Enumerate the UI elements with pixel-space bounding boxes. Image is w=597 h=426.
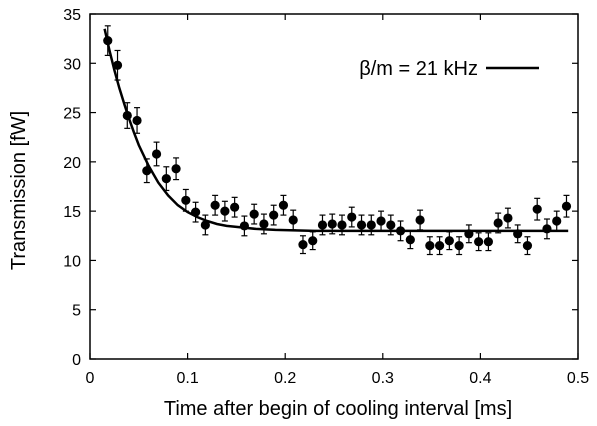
data-point — [415, 215, 425, 225]
data-point — [493, 218, 503, 228]
y-tick-label: 0 — [72, 352, 81, 369]
data-point — [210, 200, 220, 210]
data-point — [239, 221, 250, 231]
x-tick-label: 0 — [86, 370, 95, 387]
data-point — [356, 220, 367, 230]
legend: β/m = 21 kHz — [359, 58, 539, 80]
data-point — [288, 215, 298, 225]
x-tick-label: 0.1 — [176, 370, 198, 387]
data-point — [425, 241, 435, 251]
data-point — [405, 235, 415, 245]
y-tick-label: 5 — [72, 303, 81, 320]
legend-label: β/m = 21 kHz — [359, 58, 478, 80]
data-point — [454, 241, 464, 251]
data-point — [200, 220, 210, 230]
data-point — [327, 219, 337, 229]
data-point — [366, 220, 376, 230]
data-point — [561, 201, 572, 211]
data-point — [347, 212, 357, 222]
plot-frame — [89, 13, 579, 360]
data-point — [386, 220, 396, 230]
data-point — [122, 110, 132, 121]
y-tick-label: 10 — [63, 253, 81, 270]
data-points — [103, 36, 572, 251]
y-tick-label: 30 — [63, 56, 81, 73]
x-tick-label: 0.5 — [567, 370, 589, 387]
y-tick-label: 20 — [63, 155, 81, 172]
data-point — [513, 229, 523, 239]
data-point — [376, 216, 386, 226]
data-point — [474, 237, 484, 247]
data-point — [444, 236, 454, 246]
data-point — [132, 115, 142, 126]
data-point — [435, 241, 445, 251]
data-point — [395, 226, 406, 236]
data-point — [317, 220, 328, 230]
data-point — [503, 213, 513, 223]
data-point — [142, 166, 152, 176]
y-axis-ticks: 0 5 10 15 20 25 30 35 — [63, 7, 578, 369]
data-point — [464, 229, 474, 239]
data-point — [337, 220, 347, 230]
data-point — [269, 210, 279, 220]
data-point — [181, 195, 191, 205]
data-point — [483, 237, 494, 247]
x-tick-label: 0.4 — [469, 370, 491, 387]
x-tick-label: 0.3 — [372, 370, 394, 387]
data-point — [171, 164, 181, 174]
data-point — [103, 36, 113, 46]
data-point — [542, 224, 552, 234]
data-point — [522, 241, 533, 251]
data-point — [298, 240, 308, 250]
y-tick-label: 25 — [63, 106, 81, 123]
data-point — [308, 236, 318, 246]
y-tick-label: 15 — [63, 204, 81, 221]
x-axis-title: Time after begin of cooling interval [ms… — [164, 398, 512, 420]
data-point — [278, 200, 289, 210]
data-point — [249, 209, 259, 219]
data-point — [191, 207, 201, 217]
x-tick-label: 0.2 — [274, 370, 296, 387]
data-point — [220, 206, 230, 216]
data-point — [259, 219, 269, 229]
data-point — [552, 216, 562, 226]
y-axis-title: Transmission [fW] — [8, 111, 30, 270]
data-point — [230, 202, 240, 212]
data-point — [161, 174, 171, 184]
data-point — [112, 60, 123, 70]
x-axis-ticks: 0 0.1 0.2 0.3 0.4 0.5 — [86, 14, 589, 387]
y-tick-label: 35 — [63, 7, 81, 24]
data-point — [532, 204, 542, 214]
data-point — [151, 149, 162, 159]
